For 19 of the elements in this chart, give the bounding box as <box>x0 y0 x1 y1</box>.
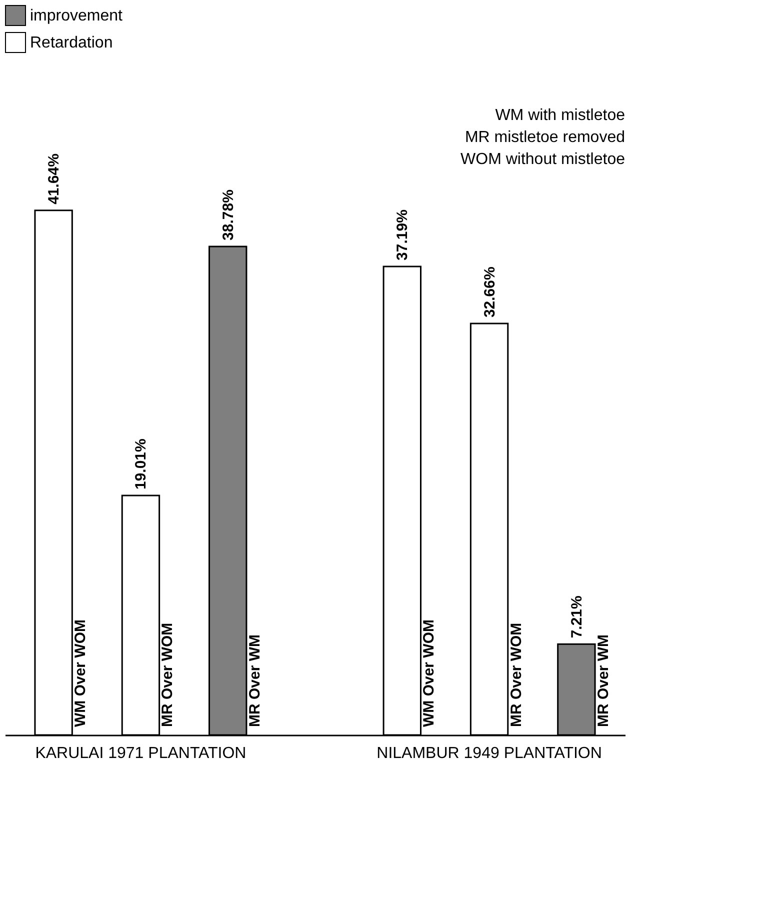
text: MR mistletoe removed <box>464 129 625 146</box>
x-tick-label: MR Over WOM <box>508 622 525 727</box>
x-tick-label: MR Over WOM <box>159 622 176 727</box>
data-label: 37.19% <box>394 210 412 260</box>
text: KARULAI 1971 PLANTATION <box>35 745 246 762</box>
text: WOM without mistletoe <box>460 151 626 168</box>
legend-label: improvement <box>30 8 124 24</box>
legend-label: Retardation <box>30 34 113 52</box>
data-label: 19.01% <box>132 438 150 490</box>
data-label: 7.21% <box>568 596 586 638</box>
data-label: 38.78% <box>220 190 237 240</box>
x-tick-label: MR Over WM <box>594 634 612 727</box>
text: WM with mistletoe <box>495 107 626 124</box>
x-tick-label: MR Over WM <box>246 634 264 727</box>
data-label: 41.64% <box>46 154 63 204</box>
x-tick-label: WM Over WOM <box>72 620 90 727</box>
text: NILAMBUR 1949 PLANTATION <box>376 745 602 762</box>
data-label: 32.66% <box>481 266 498 318</box>
x-tick-label: WM Over WOM <box>420 620 438 727</box>
